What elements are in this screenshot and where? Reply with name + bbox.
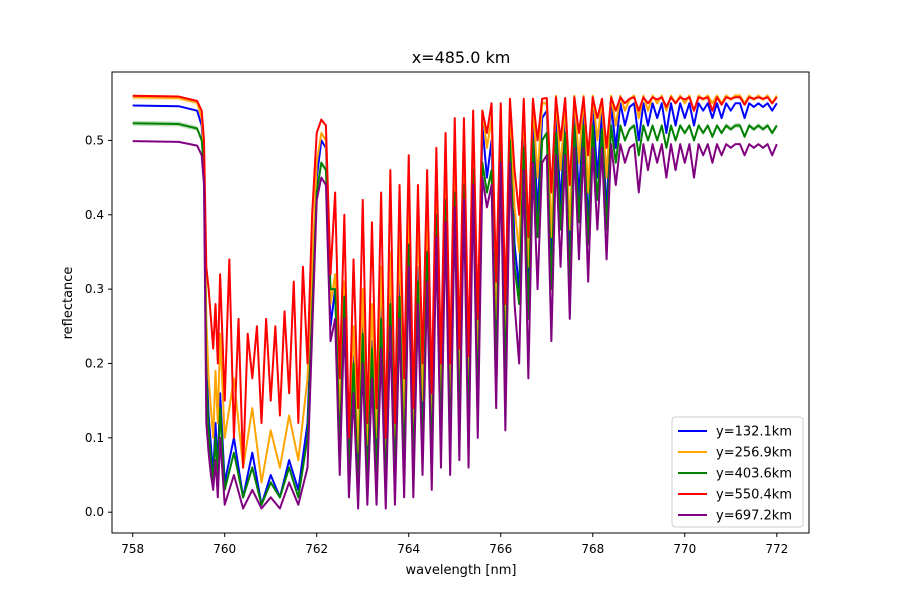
x-tick-label: 764 bbox=[397, 542, 420, 556]
legend-label: y=550.4km bbox=[716, 488, 792, 503]
x-tick-label: 768 bbox=[581, 542, 604, 556]
x-tick-label: 760 bbox=[213, 542, 236, 556]
legend-label: y=256.9km bbox=[716, 446, 792, 461]
x-tick-label: 770 bbox=[673, 542, 696, 556]
legend-box bbox=[671, 416, 804, 528]
y-axis-label: reflectance bbox=[61, 267, 76, 340]
series-line-5 bbox=[132, 140, 778, 510]
y-tick-label: 0.3 bbox=[85, 282, 104, 296]
y-tick-label: 0.5 bbox=[85, 133, 104, 147]
y-tick-label: 0.0 bbox=[85, 505, 104, 519]
legend-label: y=132.1km bbox=[716, 425, 792, 440]
series-lines bbox=[132, 94, 778, 510]
x-tick-label: 772 bbox=[765, 542, 788, 556]
y-tick-label: 0.4 bbox=[85, 208, 104, 222]
x-tick-label: 762 bbox=[305, 542, 328, 556]
legend: y=132.1km y=256.9km y=403.6km y=550.4km y=69… bbox=[671, 416, 804, 528]
legend-label: y=403.6km bbox=[716, 467, 792, 482]
x-tick-label: 758 bbox=[121, 542, 144, 556]
plot-frame bbox=[111, 71, 810, 534]
x-axis-label: wavelength [nm] bbox=[406, 563, 517, 578]
y-axis-ticks: 0.0 0.1 0.2 0.3 0.4 0.5 bbox=[85, 133, 112, 519]
chart-title: x=485.0 km bbox=[412, 48, 511, 67]
y-tick-label: 0.1 bbox=[85, 431, 104, 445]
y-tick-label: 0.2 bbox=[85, 356, 104, 370]
x-tick-label: 766 bbox=[489, 542, 512, 556]
x-axis-ticks: 758 760 762 764 766 768 770 772 bbox=[121, 533, 788, 556]
series-line-2 bbox=[132, 94, 778, 484]
legend-label: y=697.2km bbox=[716, 509, 792, 524]
series-line-4 bbox=[132, 94, 778, 469]
